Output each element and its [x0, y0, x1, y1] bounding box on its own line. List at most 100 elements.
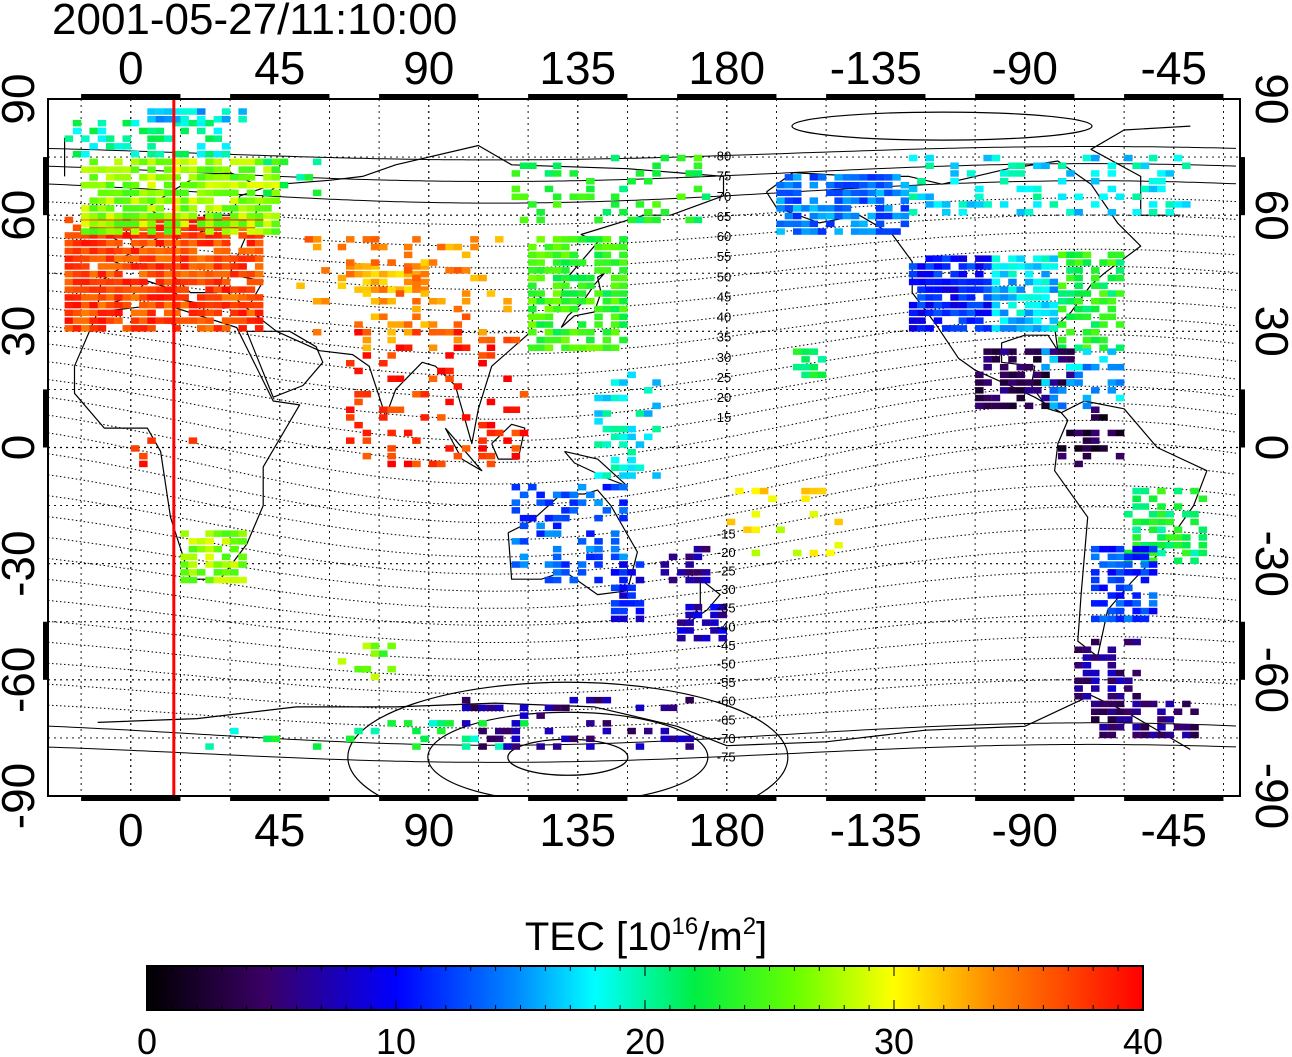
tec-pixel [1115, 363, 1125, 371]
tec-pixel [172, 108, 181, 115]
tec-pixel [1016, 379, 1025, 386]
tec-pixel [221, 150, 231, 158]
tec-pixel [801, 220, 810, 228]
tec-pixel [155, 263, 165, 270]
tec-pixel [362, 278, 372, 286]
tec-pixel [346, 259, 355, 266]
tec-pixel [495, 429, 504, 437]
tec-pixel [147, 116, 156, 123]
tec-pixel [544, 321, 554, 328]
tec-pixel [602, 425, 612, 433]
tec-pixel [1182, 201, 1191, 208]
tec-pixel [1165, 209, 1174, 216]
tec-pixel [72, 294, 82, 301]
contour-label: 50 [717, 269, 731, 284]
tec-pixel [114, 212, 123, 220]
tec-pixel [139, 205, 148, 212]
tec-pixel [122, 220, 131, 228]
mlat-contour [48, 231, 1237, 269]
tec-pixel [230, 181, 239, 189]
tec-pixel [569, 576, 578, 584]
tec-pixel [528, 290, 537, 297]
tec-pixel [1173, 708, 1183, 715]
tec-pixel [105, 317, 115, 324]
tec-pixel [1148, 700, 1158, 708]
tec-pixel [999, 170, 1009, 177]
contour-label: -70 [717, 731, 736, 746]
tec-pixel [842, 174, 852, 181]
tec-pixel [552, 236, 562, 243]
tec-pixel [205, 224, 214, 231]
tec-pixel [635, 441, 645, 448]
tec-pixel [1148, 511, 1158, 518]
tec-pixel [362, 665, 372, 673]
tec-pixel [561, 507, 570, 514]
tec-pixel [610, 321, 620, 328]
tec-pixel [246, 294, 256, 301]
tec-pixel [950, 162, 959, 169]
tec-pixel [180, 569, 189, 576]
tec-pixel [89, 301, 98, 309]
tec-pixel [1115, 592, 1125, 599]
tec-pixel [685, 603, 694, 611]
tec-pixel [370, 298, 380, 305]
tec-pixel [97, 301, 107, 309]
mlat-contour [48, 506, 1237, 575]
tec-pixel [1107, 162, 1117, 169]
tec-pixel [230, 569, 239, 576]
tec-pixel [271, 189, 280, 197]
tec-pixel [478, 704, 487, 712]
tec-pixel [1057, 251, 1067, 259]
tec-pixel [230, 309, 239, 317]
tec-pixel [72, 301, 82, 309]
x-tick-label: 45 [254, 42, 305, 94]
frame-tick-bar [975, 797, 1075, 801]
tec-pixel [619, 313, 628, 320]
tec-pixel [205, 576, 214, 584]
tec-pixel [1182, 542, 1191, 549]
tec-pixel [1190, 518, 1199, 526]
tec-pixel [1107, 313, 1117, 320]
tec-pixel [379, 278, 388, 286]
tec-pixel [503, 727, 512, 735]
tec-pixel [1074, 209, 1083, 216]
tec-pixel [983, 348, 992, 355]
tec-pixel [105, 270, 115, 278]
tec-pixel [619, 553, 628, 561]
tec-pixel [627, 456, 636, 464]
tec-pixel [1057, 193, 1067, 200]
tec-pixel [1107, 607, 1117, 615]
tec-pixel [635, 464, 645, 471]
tec-pixel [213, 294, 223, 301]
tec-pixel [685, 627, 694, 634]
tec-pixel [561, 243, 570, 251]
tec-pixel [577, 569, 587, 576]
tec-pixel [536, 344, 545, 351]
tec-pixel [685, 696, 694, 704]
tec-pixel [594, 259, 603, 266]
tec-pixel [552, 243, 562, 251]
frame-tick-bar [677, 797, 777, 801]
tec-pixel [983, 154, 992, 162]
tec-pixel [942, 301, 951, 309]
tec-pixel [188, 108, 198, 115]
contour-label: 35 [717, 330, 731, 345]
tec-pixel [1024, 348, 1034, 355]
tec-pixel [420, 290, 429, 297]
tec-pixel [1148, 154, 1158, 162]
tec-pixel [337, 243, 347, 251]
tec-pixel [205, 135, 214, 142]
tec-pixel [354, 391, 363, 398]
tec-pixel [627, 433, 636, 441]
tec-pixel [1107, 685, 1117, 692]
tec-pixel [867, 212, 876, 220]
x-tick-label: 90 [403, 42, 454, 94]
tec-pixel [1041, 162, 1050, 169]
tec-pixel [147, 224, 156, 231]
tec-pixel [1008, 263, 1017, 270]
tec-pixel [147, 301, 156, 309]
tec-pixel [983, 263, 992, 270]
tec-pixel [254, 325, 264, 332]
tec-pixel [205, 317, 214, 324]
tec-pixel [975, 309, 984, 317]
